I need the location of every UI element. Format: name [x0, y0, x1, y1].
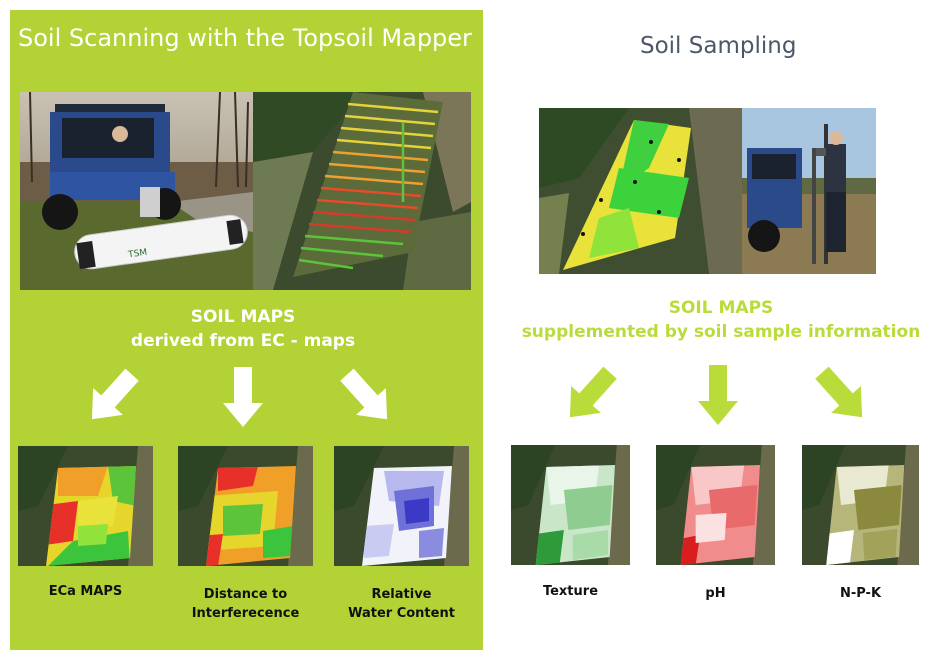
ph-caption: pH — [656, 584, 775, 603]
arrow-down-left-icon — [82, 362, 142, 436]
scan-track-aerial-photo — [253, 92, 471, 290]
sample-points-aerial-photo — [539, 108, 742, 274]
soil-scanning-title: Soil Scanning with the Topsoil Mapper — [18, 24, 472, 52]
caption-line: ECa MAPS — [48, 584, 123, 599]
ph-map-thumbnail — [656, 445, 775, 565]
water-map-thumbnail — [334, 446, 469, 566]
left-heading-line-2: derived from EC - maps — [130, 331, 356, 351]
right-soil-maps-heading: SOIL MAPS supplemented by soil sample in… — [516, 296, 925, 344]
caption-line: Texture — [542, 584, 599, 599]
arrow-down-icon — [688, 360, 748, 434]
distance-map-thumbnail — [178, 446, 313, 566]
caption-line: N-P-K — [839, 586, 882, 601]
caption-line: Distance to — [203, 587, 288, 602]
soil-sampling-title: Soil Sampling — [640, 33, 797, 59]
left-heading-line-1: SOIL MAPS — [190, 307, 296, 327]
distance-caption: Distance to Interferecence — [178, 585, 313, 623]
tsm-label: TSM — [127, 248, 148, 261]
npk-map-thumbnail — [802, 445, 919, 565]
left-soil-maps-heading: SOIL MAPS derived from EC - maps — [20, 305, 466, 353]
vehicle-photo: TSM — [20, 92, 253, 290]
texture-caption: Texture — [511, 582, 630, 601]
arrow-down-left-icon — [560, 360, 620, 434]
caption-line: Water Content — [348, 606, 455, 621]
npk-caption: N-P-K — [802, 584, 919, 603]
caption-line: Relative — [371, 587, 432, 602]
eca-map-thumbnail — [18, 446, 153, 566]
texture-map-thumbnail — [511, 445, 630, 565]
right-heading-line-2: supplemented by soil sample information — [521, 322, 921, 342]
arrow-down-right-icon — [812, 360, 872, 434]
soil-sampler-photo — [742, 108, 876, 274]
right-heading-line-1: SOIL MAPS — [668, 298, 774, 318]
water-content-caption: Relative Water Content — [334, 585, 469, 623]
arrow-down-right-icon — [337, 362, 397, 436]
caption-line: Interferecence — [191, 606, 300, 621]
caption-line: pH — [705, 586, 726, 601]
arrow-down-icon — [213, 362, 273, 436]
eca-maps-caption: ECa MAPS — [18, 582, 153, 601]
